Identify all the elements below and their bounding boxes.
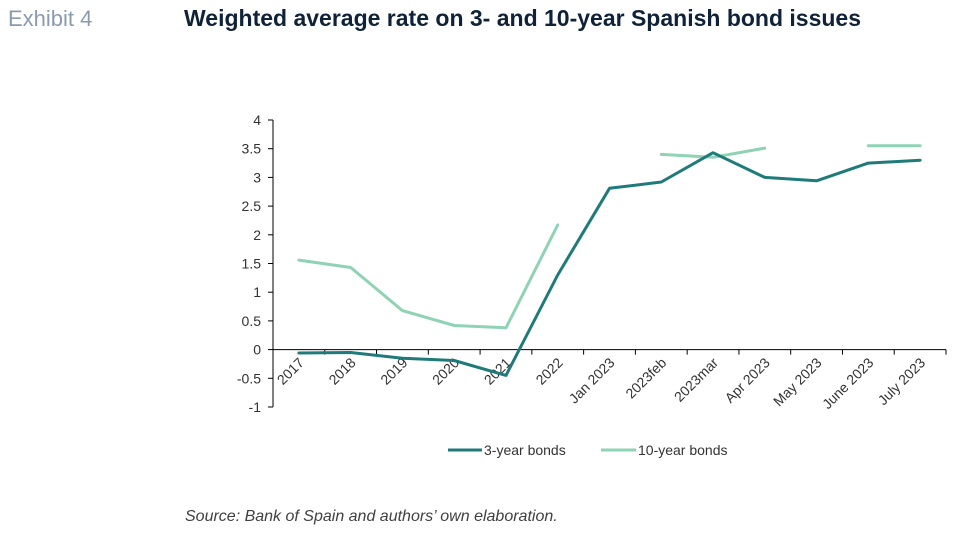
x-tick-label: 2017 bbox=[274, 354, 307, 387]
legend-label-3-year: 3-year bonds bbox=[484, 442, 566, 458]
chart-title: Weighted average rate on 3- and 10-year … bbox=[184, 5, 862, 31]
y-tick-label: 2.5 bbox=[242, 198, 262, 214]
series-line-3-year bbox=[297, 151, 922, 377]
x-tick-label: Apr 2023 bbox=[721, 354, 773, 406]
source-note: Source: Bank of Spain and authors’ own e… bbox=[185, 508, 558, 525]
series-line-10-year bbox=[659, 146, 767, 159]
x-tick-label: 2023feb bbox=[622, 354, 669, 401]
x-tick-label: July 2023 bbox=[875, 354, 929, 408]
y-tick-label: 3 bbox=[253, 169, 261, 185]
x-tick-label: 2022 bbox=[533, 354, 566, 387]
y-tick-label: 0 bbox=[253, 342, 261, 358]
y-tick-label: 0.5 bbox=[242, 313, 262, 329]
legend-label-10-year: 10-year bonds bbox=[638, 442, 728, 458]
y-tick-label: -0.5 bbox=[237, 370, 261, 386]
y-tick-label: 2 bbox=[253, 227, 261, 243]
exhibit-label: Exhibit 4 bbox=[8, 6, 93, 31]
y-tick-label: 3.5 bbox=[242, 141, 262, 157]
x-tick-label: 2023mar bbox=[671, 354, 722, 405]
x-tick-label: Jan 2023 bbox=[566, 354, 618, 406]
x-tick-label: May 2023 bbox=[770, 354, 825, 409]
y-tick-label: 4 bbox=[253, 112, 261, 128]
y-tick-label: 1.5 bbox=[242, 256, 262, 272]
x-tick-label: 2018 bbox=[325, 354, 358, 387]
series-line-10-year bbox=[297, 223, 560, 330]
x-tick-label: June 2023 bbox=[819, 354, 877, 412]
y-tick-label: -1 bbox=[249, 399, 262, 415]
y-tick-label: 1 bbox=[253, 284, 261, 300]
